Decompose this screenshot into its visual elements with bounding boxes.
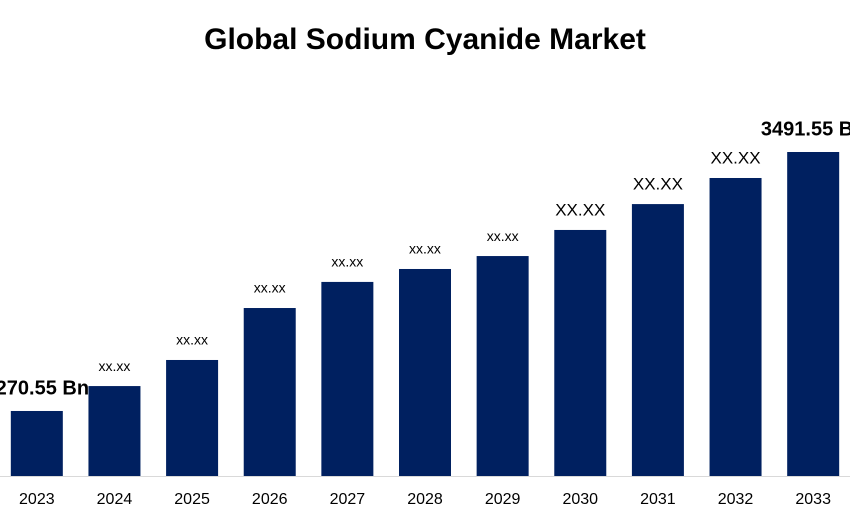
- data-label: 3491.55 Bn: [761, 118, 850, 140]
- data-label: xx.xx: [331, 254, 363, 270]
- bar: [166, 359, 219, 476]
- bar: [321, 281, 374, 476]
- data-label: XX.XX: [710, 148, 760, 167]
- chart-title: Global Sodium Cyanide Market: [204, 23, 646, 56]
- x-tick-label: 2033: [795, 491, 831, 508]
- bar: [709, 177, 762, 476]
- x-tick-label: 2024: [97, 491, 133, 508]
- x-tick-label: 2032: [718, 491, 754, 508]
- bar: [554, 229, 607, 476]
- data-label: xx.xx: [99, 358, 131, 374]
- x-tick-label: 2027: [330, 491, 366, 508]
- bar: [787, 152, 840, 476]
- bar: [88, 386, 141, 476]
- bar: [243, 308, 296, 476]
- bar: [10, 410, 63, 476]
- x-tick-label: 2028: [407, 491, 443, 508]
- x-tick-label: 2030: [562, 491, 598, 508]
- x-tick-label: 2023: [19, 491, 55, 508]
- x-tick-label: 2031: [640, 491, 676, 508]
- bar: [631, 204, 684, 476]
- data-label: xx.xx: [176, 332, 208, 348]
- bar: [476, 256, 529, 476]
- data-label: xx.xx: [254, 280, 286, 296]
- x-tick-label: 2026: [252, 491, 288, 508]
- x-tick-label: 2025: [174, 491, 210, 508]
- data-label: 2270.55 Bn: [0, 377, 89, 399]
- data-label: XX.XX: [555, 200, 605, 219]
- data-label: xx.xx: [409, 241, 441, 257]
- data-label: XX.XX: [633, 175, 683, 194]
- bar: [399, 268, 451, 476]
- data-label: xx.xx: [487, 228, 519, 244]
- x-tick-label: 2029: [485, 491, 521, 508]
